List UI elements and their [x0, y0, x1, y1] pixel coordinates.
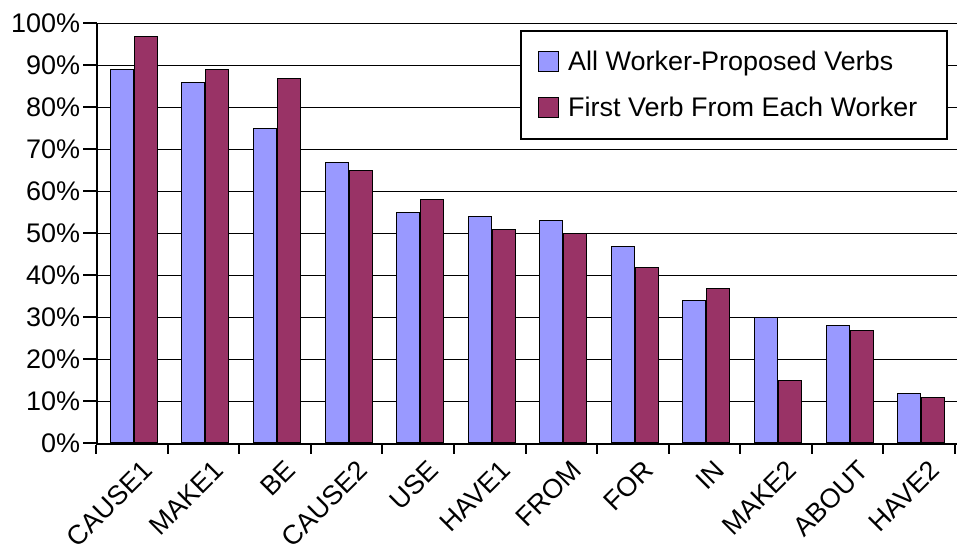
- y-tick: [83, 358, 97, 360]
- y-tick: [83, 22, 97, 24]
- plot-area: [96, 23, 957, 445]
- gridline: [98, 275, 957, 276]
- y-tick: [83, 232, 97, 234]
- legend-swatch-icon: [538, 50, 559, 72]
- y-tick-label: 10%: [25, 386, 80, 416]
- gridline: [98, 401, 957, 402]
- y-tick-label: 40%: [25, 260, 80, 290]
- bar-cause2-series1: [325, 162, 349, 443]
- y-tick: [83, 442, 97, 444]
- x-tick: [954, 445, 956, 454]
- y-tick-label: 0%: [40, 428, 80, 458]
- x-tick: [381, 445, 383, 454]
- x-tick: [668, 445, 670, 454]
- gridline: [98, 317, 957, 318]
- bar-about-series2: [850, 330, 874, 443]
- y-tick: [83, 148, 97, 150]
- x-tick: [167, 445, 169, 454]
- y-tick-label: 70%: [25, 134, 80, 164]
- y-tick-label: 80%: [25, 92, 80, 122]
- x-tick: [238, 445, 240, 454]
- gridline: [98, 233, 957, 234]
- bar-use-series1: [396, 212, 420, 443]
- legend-label: All Worker-Proposed Verbs: [568, 45, 894, 76]
- legend-swatch-icon: [538, 96, 559, 118]
- bar-make2-series2: [778, 380, 802, 443]
- bar-cause2-series2: [349, 170, 373, 443]
- bar-have2-series2: [921, 397, 945, 443]
- bar-make2-series1: [754, 317, 778, 443]
- gridline: [98, 149, 957, 150]
- bar-cause1-series1: [110, 69, 134, 443]
- y-tick: [83, 400, 97, 402]
- gridline: [98, 359, 957, 360]
- bar-in-series2: [706, 288, 730, 443]
- bar-in-series1: [682, 300, 706, 443]
- bar-make1-series2: [205, 69, 229, 443]
- bar-from-series1: [539, 220, 563, 443]
- y-tick-label: 20%: [25, 344, 80, 374]
- legend-item: First Verb From Each Worker: [538, 84, 946, 130]
- x-tick: [310, 445, 312, 454]
- y-tick-label: 100%: [10, 8, 80, 38]
- x-tick: [739, 445, 741, 454]
- legend-item: All Worker-Proposed Verbs: [538, 38, 946, 84]
- bar-use-series2: [420, 199, 444, 443]
- y-tick-label: 60%: [25, 176, 80, 206]
- y-tick: [83, 274, 97, 276]
- x-tick: [525, 445, 527, 454]
- legend-label: First Verb From Each Worker: [568, 91, 918, 122]
- y-tick: [83, 64, 97, 66]
- bar-cause1-series2: [134, 36, 158, 443]
- y-tick: [83, 190, 97, 192]
- bar-make1-series1: [181, 82, 205, 443]
- bar-have2-series1: [897, 393, 921, 443]
- bar-about-series1: [826, 325, 850, 443]
- bar-be-series1: [253, 128, 277, 443]
- y-tick-label: 90%: [25, 50, 80, 80]
- x-tick: [596, 445, 598, 454]
- x-tick: [882, 445, 884, 454]
- bar-have1-series2: [492, 229, 516, 443]
- gridline: [98, 23, 957, 24]
- y-tick: [83, 316, 97, 318]
- bar-have1-series1: [468, 216, 492, 443]
- x-tick: [811, 445, 813, 454]
- x-tick: [95, 445, 97, 454]
- y-tick-label: 30%: [25, 302, 80, 332]
- bar-for-series1: [611, 246, 635, 443]
- x-tick: [453, 445, 455, 454]
- bar-be-series2: [277, 78, 301, 443]
- bar-for-series2: [635, 267, 659, 443]
- gridline: [98, 191, 957, 192]
- legend: All Worker-Proposed Verbs First Verb From…: [520, 30, 948, 140]
- y-tick: [83, 106, 97, 108]
- bar-from-series2: [563, 233, 587, 443]
- y-tick-label: 50%: [25, 218, 80, 248]
